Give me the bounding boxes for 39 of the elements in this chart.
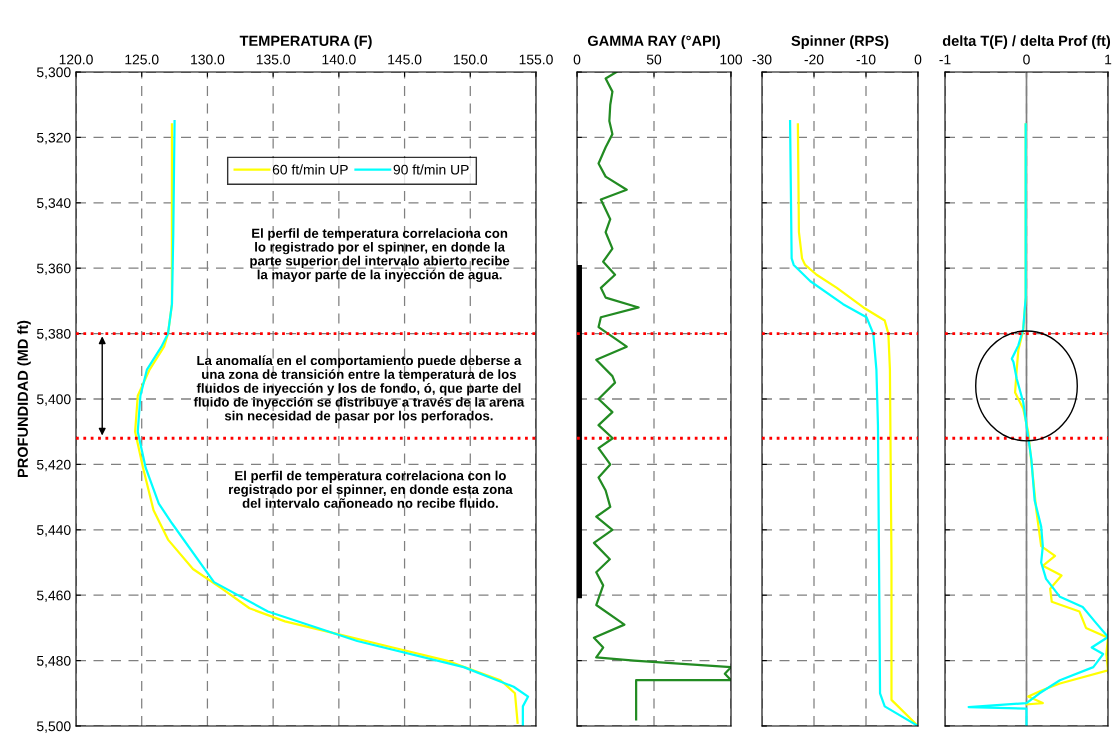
annotation: El perfil de temperatura correlaciona con lo registrado por el spinner, en donde la parte superior del intervalo abierto recibe la mayor parte de la inyección de agua. <box>250 228 510 282</box>
y-tick-label: 5,480 <box>36 655 71 668</box>
x-axis-title: Spinner (RPS) <box>791 35 889 49</box>
x-tick-label: 0 <box>1023 54 1030 65</box>
legend-label: 60 ft/min UP <box>272 164 348 175</box>
x-tick-label: 140.0 <box>322 54 356 65</box>
x-axis-title: delta T(F) / delta Prof (ft) <box>942 35 1111 49</box>
x-tick-label: -30 <box>752 54 772 65</box>
y-tick-label: 5,440 <box>36 525 71 537</box>
y-tick-label: 5,320 <box>36 132 71 145</box>
x-tick-label: 150.0 <box>453 54 488 65</box>
y-tick-label: 5,300 <box>36 67 71 79</box>
x-tick-label: 155.0 <box>519 54 553 65</box>
x-tick-label: 0 <box>573 54 581 65</box>
y-tick-label: 5,360 <box>36 263 71 276</box>
x-tick-label: 100 <box>720 54 743 65</box>
x-tick-label: -20 <box>804 54 824 65</box>
x-tick-label: 1 <box>1105 54 1112 65</box>
y-tick-label: 5,380 <box>36 328 71 341</box>
x-axis-title: TEMPERATURA (F) <box>239 35 372 49</box>
x-tick-label: 130.0 <box>191 54 225 65</box>
annotation: El perfil de temperatura correlaciona con lo registrado por el spinner, en donde esta zona del intervalo cañoneado no recibe fluido. <box>229 470 513 508</box>
x-tick-label: 125.0 <box>125 54 159 65</box>
y-tick-label: 5,420 <box>36 459 71 472</box>
annotation: La anomalía en el comportamiento puede deberse a una zona de transición entre la temperatura de los fluidos de inyección y los de fondo, ó, que parte del fluido de inyección se distribuye a través de la arena sin necesidad de pasar por los perforados. <box>193 355 525 424</box>
y-tick-label: 5,340 <box>36 198 71 210</box>
x-tick-label: -1 <box>939 54 951 65</box>
x-tick-label: 50 <box>646 54 662 65</box>
y-tick-label: 5,460 <box>36 590 71 603</box>
x-tick-label: 0 <box>914 54 922 65</box>
y-axis-title: PROFUNDIDAD (MD ft) <box>17 320 31 477</box>
legend-label: 90 ft/min UP <box>393 164 469 175</box>
x-tick-label: 145.0 <box>388 54 422 65</box>
x-tick-label: 135.0 <box>256 54 290 65</box>
y-tick-label: 5,500 <box>36 721 71 733</box>
x-axis-title: GAMMA RAY (°API) <box>587 35 720 49</box>
y-tick-label: 5,400 <box>36 394 71 406</box>
x-tick-label: -10 <box>856 54 876 65</box>
x-tick-label: 120.0 <box>59 54 93 65</box>
